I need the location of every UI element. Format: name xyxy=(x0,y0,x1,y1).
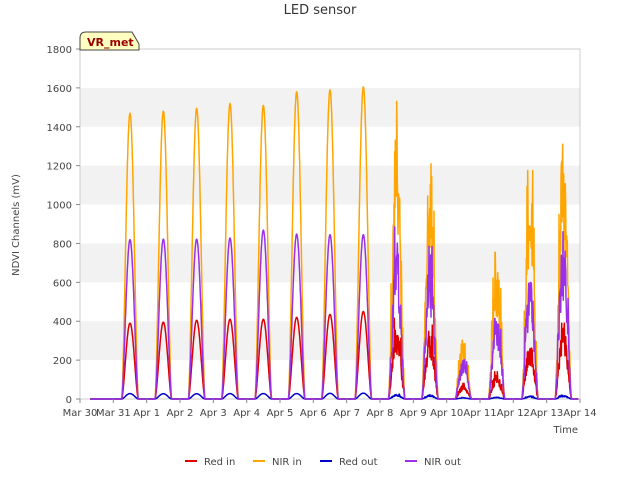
x-tick-label: Apr 12 xyxy=(497,408,530,419)
x-axis-label: Time xyxy=(553,425,578,436)
grid-band xyxy=(80,165,580,205)
y-tick-label: 600 xyxy=(53,278,72,289)
legend: Red in NIR in Red out NIR out xyxy=(185,457,461,468)
y-tick-label: 1600 xyxy=(47,84,72,95)
chart-title: LED sensor xyxy=(284,3,357,18)
x-tick-label: Apr 6 xyxy=(300,408,327,419)
x-tick-label: Apr 8 xyxy=(367,408,394,419)
x-tick-label: Apr 13 xyxy=(530,408,563,419)
grid-band xyxy=(80,321,580,361)
x-tick-label: Apr 11 xyxy=(463,408,496,419)
annotation-text: VR_met xyxy=(87,36,134,49)
annotation-badge: VR_met xyxy=(79,31,140,51)
y-tick-label: 1400 xyxy=(47,123,72,134)
x-tick-label: Apr 7 xyxy=(333,408,360,419)
x-tick-label: Apr 4 xyxy=(233,408,260,419)
series-line-nir-out xyxy=(89,226,579,400)
y-tick-label: 800 xyxy=(53,239,72,250)
legend-label: Red in xyxy=(204,457,235,468)
y-axis: 0 200 400 600 800 1000 1200 1400 1600 1800 xyxy=(47,45,80,406)
y-tick-label: 0 xyxy=(66,395,72,406)
plot-background xyxy=(80,49,580,399)
legend-label: Red out xyxy=(339,457,378,468)
series-layer xyxy=(89,86,579,400)
y-tick-label: 1800 xyxy=(47,45,72,56)
x-tick-label: Apr 9 xyxy=(400,408,427,419)
x-tick-label: Apr 14 xyxy=(563,408,596,419)
x-tick-label: Apr 3 xyxy=(200,408,227,419)
y-tick-label: 400 xyxy=(53,317,72,328)
y-tick-label: 200 xyxy=(53,356,72,367)
x-tick-label: Mar 30 xyxy=(63,408,98,419)
y-tick-label: 1000 xyxy=(47,201,72,212)
x-tick-label: Mar 31 xyxy=(96,408,131,419)
x-tick-label: Apr 2 xyxy=(167,408,194,419)
x-tick-label: Apr 5 xyxy=(267,408,294,419)
legend-label: NIR in xyxy=(272,457,302,468)
y-axis-label: NDVI Channels (mV) xyxy=(11,174,22,276)
x-tick-label: Apr 10 xyxy=(430,408,463,419)
grid-band xyxy=(80,243,580,283)
plot-frame xyxy=(79,48,581,400)
y-tick-label: 1200 xyxy=(47,162,72,173)
x-tick-label: Apr 1 xyxy=(133,408,160,419)
legend-label: NIR out xyxy=(424,457,461,468)
